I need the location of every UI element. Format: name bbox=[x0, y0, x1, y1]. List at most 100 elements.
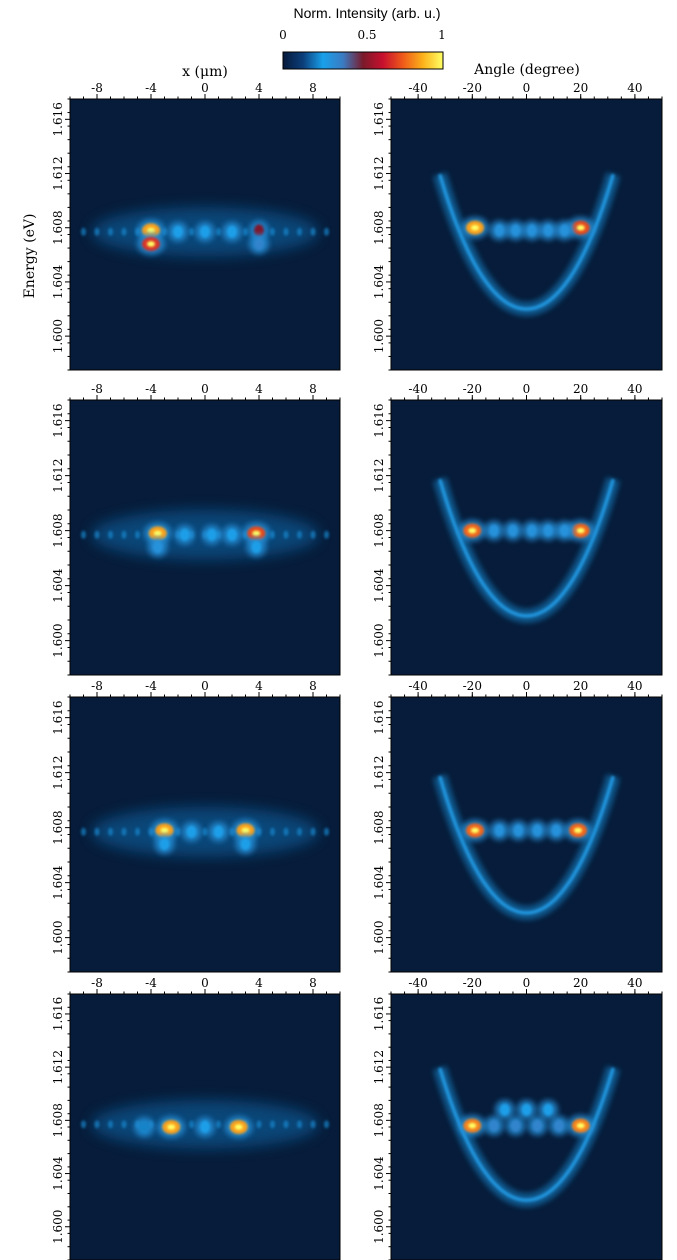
y-tick-label: 1.616 bbox=[372, 102, 386, 136]
y-tick-label: 1.604 bbox=[372, 865, 386, 900]
y-tick-label: 1.612 bbox=[372, 458, 386, 492]
fringe-mark bbox=[216, 227, 221, 236]
intensity-spot bbox=[200, 225, 210, 238]
x-tick-label: 0 bbox=[523, 679, 531, 693]
intensity-spot-core bbox=[576, 1122, 585, 1129]
x-axis-title-left: x (μm) bbox=[182, 64, 228, 80]
y-tick-label: 1.604 bbox=[372, 264, 386, 299]
intensity-spot bbox=[488, 1119, 499, 1132]
x-tick-label: -20 bbox=[463, 679, 482, 693]
y-tick-label: 1.612 bbox=[51, 156, 65, 190]
intensity-spot bbox=[227, 528, 237, 541]
fringe-mark bbox=[283, 827, 289, 836]
fringe-mark bbox=[108, 530, 113, 539]
fringe-mark bbox=[297, 827, 302, 836]
x-tick-label: 20 bbox=[573, 81, 588, 95]
fringe-mark bbox=[94, 1120, 100, 1129]
fringe-mark bbox=[283, 227, 289, 236]
y-tick-label: 1.616 bbox=[51, 102, 65, 136]
x-tick-label: 8 bbox=[309, 81, 317, 95]
y-tick-label: 1.616 bbox=[372, 700, 386, 734]
intensity-spot bbox=[206, 528, 217, 541]
intensity-spot-core bbox=[468, 527, 477, 534]
intensity-spot-core bbox=[241, 827, 250, 834]
fringe-mark bbox=[108, 227, 113, 236]
fringe-mark bbox=[283, 1120, 289, 1129]
y-tick-label: 1.612 bbox=[372, 156, 386, 190]
colorbar-tick-max: 1 bbox=[438, 28, 446, 42]
x-tick-label: 4 bbox=[255, 679, 263, 693]
intensity-spot-core bbox=[470, 224, 480, 231]
y-tick-label: 1.604 bbox=[51, 865, 65, 900]
x-tick-label: -20 bbox=[463, 382, 482, 396]
y-tick-label: 1.600 bbox=[372, 1210, 386, 1244]
x-tick-label: 0 bbox=[523, 976, 531, 990]
fringe-mark bbox=[94, 827, 100, 836]
x-tick-label: -20 bbox=[463, 81, 482, 95]
y-tick-label: 1.612 bbox=[372, 1050, 386, 1084]
fringe-mark bbox=[324, 530, 329, 539]
x-tick-label: -8 bbox=[91, 382, 103, 396]
intensity-spot bbox=[532, 1119, 543, 1132]
x-tick-label: -40 bbox=[408, 976, 427, 990]
dispersion-branch bbox=[438, 1067, 615, 1202]
fringe-mark bbox=[81, 227, 86, 236]
y-tick-label: 1.616 bbox=[372, 403, 386, 437]
k-space-panel-4: -40 -20 0 20 40 1.600 1.604 1.608 1.612 1.616 bbox=[372, 976, 663, 1260]
fringe-mark bbox=[216, 1120, 221, 1129]
fringe-mark bbox=[324, 227, 329, 236]
fringe-mark bbox=[310, 1120, 316, 1129]
fringe-mark bbox=[189, 227, 194, 236]
x-tick-label: 8 bbox=[309, 976, 317, 990]
colorbar-tick-0: 0 bbox=[279, 28, 287, 42]
colorbar-gradient bbox=[282, 51, 444, 70]
y-tick-label: 1.612 bbox=[51, 458, 65, 492]
intensity-spot bbox=[488, 524, 499, 537]
fringe-mark bbox=[135, 827, 140, 836]
x-tick-label: -4 bbox=[145, 382, 157, 396]
k-space-panel-2: -40 -20 0 20 40 1.600 1.604 1.608 1.612 1.616 bbox=[372, 382, 663, 676]
intensity-spot bbox=[510, 224, 521, 237]
intensity-spot bbox=[139, 1121, 150, 1133]
x-tick-label: -8 bbox=[91, 81, 103, 95]
intensity-spot-core bbox=[167, 1124, 176, 1130]
fringe-mark bbox=[270, 530, 275, 539]
x-tick-label: -40 bbox=[408, 382, 427, 396]
intensity-spot bbox=[227, 225, 237, 238]
x-tick-label: 40 bbox=[627, 382, 642, 396]
x-tick-label: 0 bbox=[201, 382, 209, 396]
y-tick-label: 1.608 bbox=[372, 211, 386, 245]
x-tick-label: -40 bbox=[408, 81, 427, 95]
fringe-mark bbox=[81, 827, 86, 836]
intensity-spot bbox=[543, 1103, 554, 1116]
y-tick-label: 1.616 bbox=[51, 403, 65, 437]
x-tick-label: -40 bbox=[408, 679, 427, 693]
y-tick-label: 1.600 bbox=[372, 319, 386, 353]
fringe-mark bbox=[270, 1120, 275, 1129]
x-tick-label: 8 bbox=[309, 679, 317, 693]
y-tick-label: 1.608 bbox=[51, 513, 65, 547]
y-tick-label: 1.604 bbox=[372, 568, 386, 603]
intensity-spot-core bbox=[470, 827, 480, 834]
intensity-spot bbox=[251, 541, 262, 554]
fringe-mark bbox=[135, 530, 140, 539]
intensity-spot bbox=[554, 1119, 565, 1132]
intensity-spot bbox=[526, 224, 537, 237]
fringe-mark bbox=[81, 530, 86, 539]
intensity-spot-core bbox=[153, 530, 162, 537]
y-tick-label: 1.604 bbox=[51, 1156, 65, 1191]
fringe-mark bbox=[283, 530, 289, 539]
intensity-spot bbox=[179, 528, 190, 541]
intensity-spot bbox=[551, 824, 562, 837]
intensity-spot-core bbox=[160, 827, 169, 834]
x-tick-label: 40 bbox=[627, 679, 642, 693]
real-space-panel-4: -8 -4 0 4 8 1.600 1.604 1.608 1.612 1.616 bbox=[51, 976, 341, 1260]
x-tick-label: 4 bbox=[255, 976, 263, 990]
intensity-spot bbox=[213, 825, 224, 838]
y-tick-label: 1.608 bbox=[372, 810, 386, 844]
fringe-mark bbox=[297, 530, 302, 539]
x-tick-label: 0 bbox=[523, 81, 531, 95]
intensity-spot bbox=[510, 1119, 521, 1132]
fringe-mark bbox=[310, 827, 316, 836]
fringe-mark bbox=[121, 1120, 127, 1129]
